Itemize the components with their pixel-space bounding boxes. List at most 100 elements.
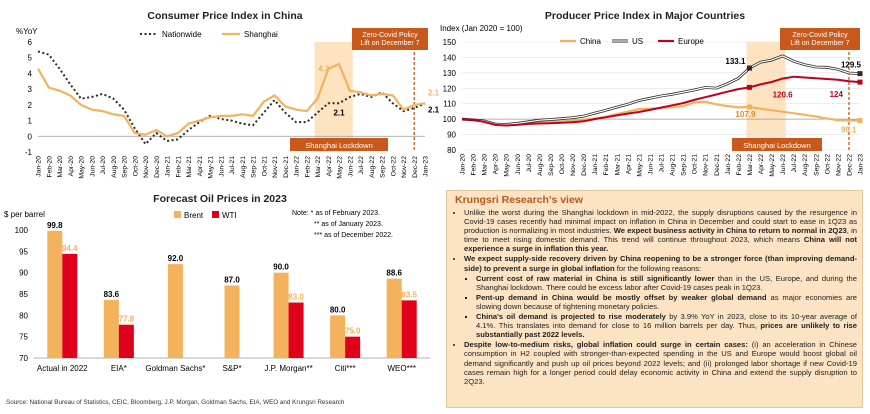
bar-brent	[47, 230, 63, 358]
x-tick-label: Sep-22	[380, 156, 387, 178]
x-tick-label: Apr-20	[493, 154, 500, 175]
label-eu-end: 124	[830, 90, 844, 99]
x-tick-label: Jan-21	[165, 156, 172, 177]
x-tick-label: May-20	[504, 154, 511, 177]
x-tick-label: Nov-21	[272, 156, 279, 178]
view-bullet-2: We expect supply-side recovery driven by…	[464, 254, 857, 339]
y-tick-label: 120	[443, 84, 457, 93]
ppi-chart: 80 90 100 110 120 130 140 150 Jan-20 Feb-20 Mar-20…	[440, 24, 865, 177]
marker-us-end	[857, 71, 863, 77]
lockdown-label: Shanghai Lockdown	[743, 141, 811, 150]
bar-brent-label: 99.8	[47, 221, 63, 230]
series-line-europe	[461, 75, 861, 127]
legend-nationwide: Nationwide	[162, 30, 202, 39]
policy-annotation-line: Zero-Covid Policy	[792, 32, 848, 39]
bar-wti	[345, 336, 361, 358]
category-label: Citi***	[335, 364, 356, 373]
ppi-title: Producer Price Index in Major Countries	[544, 10, 746, 22]
x-tick-label: Dec-20	[154, 156, 161, 178]
oil-note-line: ** as of January 2023.	[314, 221, 383, 228]
series-line-nationwide	[37, 50, 426, 146]
x-tick-label: Jun-22	[780, 154, 787, 175]
x-tick-label: Jan-23	[858, 154, 865, 175]
x-tick-label: Jan-20	[36, 156, 43, 177]
oil-note-line: Note: * as of February 2023.	[292, 210, 380, 217]
category-label: Goldman Sachs*	[145, 364, 205, 373]
x-tick-label: Jan-21	[592, 154, 599, 175]
policy-annotation-line: Lift on December 7	[790, 40, 849, 47]
bar-brent	[224, 285, 240, 358]
label-eu-mid: 120.6	[773, 90, 794, 99]
label-shanghai-end: 2.1	[428, 88, 440, 97]
lockdown-label-box	[290, 138, 388, 151]
x-tick-label: Jun-20	[515, 154, 522, 175]
legend-brent: Brent	[184, 211, 204, 220]
y-tick-label: 1	[28, 117, 33, 126]
x-tick-label: Apr-21	[197, 156, 204, 177]
x-tick-label: Nov-20	[143, 156, 150, 178]
series-line-us	[461, 55, 861, 126]
lockdown-shade	[314, 42, 353, 152]
y-tick-label: 5	[28, 54, 33, 63]
y-tick-label: 0	[28, 132, 33, 141]
x-tick-label: May-22	[769, 154, 776, 177]
bar-brent	[273, 272, 289, 358]
category-label: Actual in 2022	[37, 364, 88, 373]
bar-wti	[288, 302, 304, 358]
x-tick-label: Jul-22	[358, 156, 365, 175]
label-us-end: 129.5	[841, 61, 862, 70]
x-tick-label: Dec-21	[714, 154, 721, 176]
label-china-mar: 107.9	[735, 110, 756, 119]
bar-wti-label: 77.8	[119, 315, 135, 324]
cpi-title: Consumer Price Index in China	[147, 10, 303, 22]
source-note: Source: National Bureau of Statistics, C…	[6, 399, 345, 406]
x-tick-label: Mar-21	[614, 154, 621, 176]
policy-annotation: Zero-Covid Policy Lift on December 7	[360, 32, 419, 47]
y-tick-label: 90	[447, 131, 456, 140]
x-tick-label: May-22	[337, 156, 344, 179]
x-tick-label: Aug-22	[369, 156, 376, 178]
policy-annotation-line: Zero-Covid Policy	[362, 32, 418, 39]
x-tick-label: Mar-20	[482, 154, 489, 176]
x-tick-label: Jun-22	[347, 156, 354, 177]
bar-brent	[103, 299, 119, 358]
x-tick-label: Nov-22	[401, 156, 408, 178]
x-tick-label: Aug-22	[802, 154, 809, 176]
x-tick-label: Oct-20	[559, 154, 566, 175]
bar-brent-label: 90.0	[273, 263, 289, 272]
legend-europe: Europe	[678, 37, 704, 46]
y-tick-label: 4	[28, 69, 33, 78]
x-tick-label: Feb-20	[471, 154, 478, 176]
x-tick-label: Jan-23	[423, 156, 430, 177]
x-tick-label: Feb-20	[46, 156, 53, 178]
bar-wti-label: 94.4	[62, 244, 78, 253]
y-tick-label: 80	[19, 311, 28, 320]
y-tick-label: 85	[19, 290, 28, 299]
x-tick-label: Sep-20	[548, 154, 555, 176]
y-tick-label: 150	[443, 38, 457, 47]
x-tick-label: Aug-21	[240, 156, 247, 178]
label-nation-may: 2.1	[333, 108, 345, 117]
x-tick-label: Dec-22	[846, 154, 853, 176]
x-tick-label: Jun-21	[218, 156, 225, 177]
category-label: J.P. Morgan**	[264, 364, 312, 373]
lockdown-label-box	[732, 138, 822, 151]
marker-china-mar	[746, 104, 752, 110]
bar-wti	[401, 300, 417, 358]
ppi-unit: Index (Jan 2020 = 100)	[440, 24, 523, 33]
y-tick-label: 110	[443, 100, 456, 109]
x-tick-label: Dec-22	[412, 156, 419, 178]
x-tick-label: Jul-21	[229, 156, 236, 175]
bar-brent-label: 80.0	[330, 305, 346, 314]
bar-wti	[118, 324, 134, 358]
x-tick-label: Feb-21	[603, 154, 610, 176]
marker-eu-end	[857, 79, 863, 85]
bar-brent	[330, 315, 346, 358]
x-tick-label: Dec-20	[581, 154, 588, 176]
policy-annotation-line: Lift on December 7	[360, 40, 419, 47]
x-tick-label: Oct-21	[261, 156, 268, 177]
view-sub-3: China's oil demand is projected to rise …	[476, 312, 857, 339]
legend-china: China	[580, 37, 601, 46]
x-tick-label: Apr-22	[326, 156, 333, 177]
label-china-end: 99.1	[841, 126, 857, 135]
